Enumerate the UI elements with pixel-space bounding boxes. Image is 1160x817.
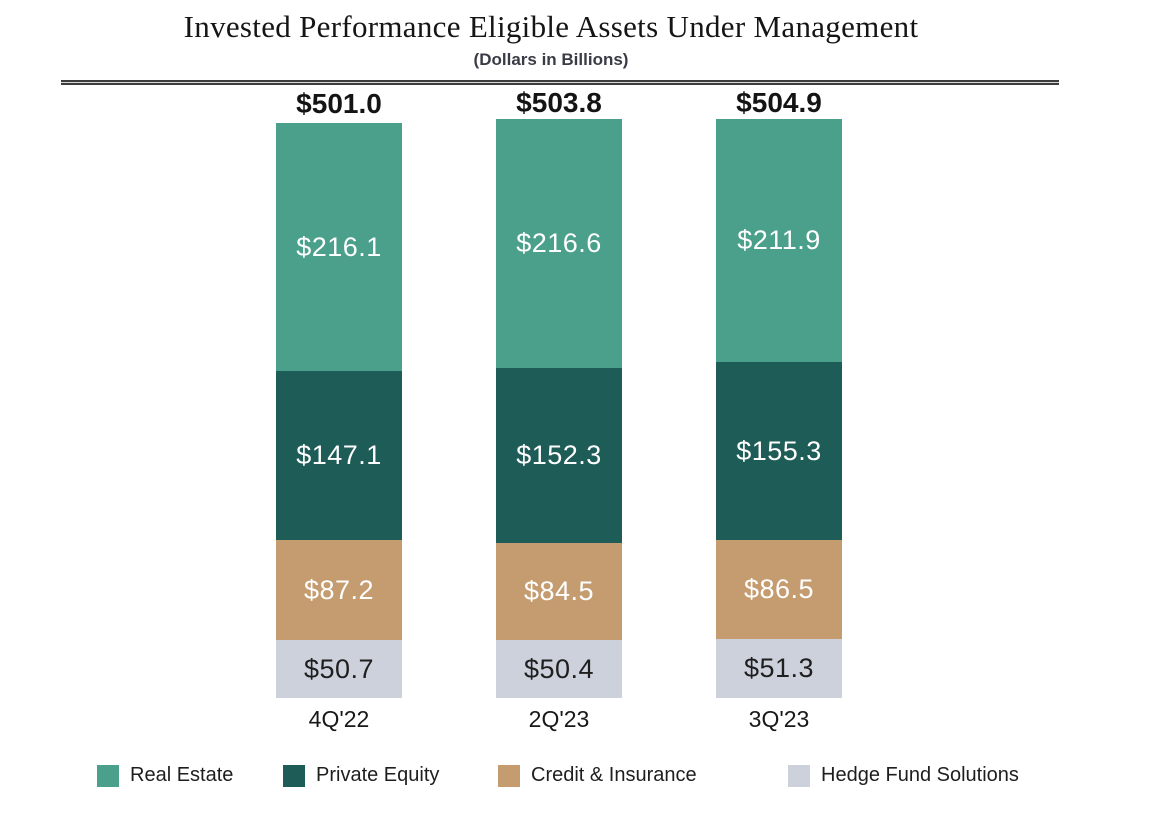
legend-label: Hedge Fund Solutions bbox=[821, 764, 1019, 786]
segment-value-label: $50.7 bbox=[303, 653, 375, 684]
segment-value-label: $50.4 bbox=[523, 653, 595, 684]
segment-value-label: $86.5 bbox=[743, 574, 815, 604]
bar-segment-credit-insurance: $87.2 bbox=[276, 540, 402, 640]
segment-value-label: $216.6 bbox=[516, 228, 602, 258]
bar-group-4q-22: $501.0 $216.1 $147.1 $87.2 $50.7 4Q'22 bbox=[276, 86, 402, 736]
legend-item-real-estate: Real Estate bbox=[97, 764, 233, 787]
legend-swatch-private-equity bbox=[283, 764, 305, 787]
bar-group-2q-23: $503.8 $216.6 $152.3 $84.5 $50.4 2Q'23 bbox=[496, 86, 622, 736]
bar-segment-private-equity: $155.3 bbox=[716, 362, 842, 540]
bar-segment-hedge-fund-solutions: $50.4 bbox=[496, 640, 622, 698]
segment-value-label: $211.9 bbox=[737, 225, 821, 255]
x-axis-label: 3Q'23 bbox=[748, 706, 810, 732]
bar-segment-hedge-fund-solutions: $50.7 bbox=[276, 640, 402, 698]
legend-item-hedge-fund-solutions: Hedge Fund Solutions bbox=[788, 764, 1019, 787]
legend-label: Real Estate bbox=[130, 764, 234, 786]
segment-value-label: $216.1 bbox=[296, 231, 382, 262]
bar-total-label: $503.8 bbox=[516, 87, 602, 118]
x-axis-label: 2Q'23 bbox=[528, 706, 590, 732]
x-axis-label: 4Q'22 bbox=[308, 706, 370, 732]
bar-segment-real-estate: $216.1 bbox=[276, 123, 402, 371]
legend-swatch-real-estate bbox=[97, 764, 119, 787]
segment-value-label: $155.3 bbox=[736, 435, 822, 466]
bar-total-label: $504.9 bbox=[736, 87, 822, 118]
bar-stack: $216.6 $152.3 $84.5 $50.4 bbox=[496, 119, 622, 698]
chart-subtitle: (Dollars in Billions) bbox=[473, 50, 629, 69]
segment-value-label: $87.2 bbox=[303, 574, 375, 605]
bar-segment-credit-insurance: $84.5 bbox=[496, 543, 622, 640]
chart-header: Invested Performance Eligible Assets Und… bbox=[0, 8, 1102, 70]
chart-title: Invested Performance Eligible Assets Und… bbox=[183, 9, 919, 44]
header-divider bbox=[61, 80, 1059, 85]
legend-label: Credit & Insurance bbox=[531, 764, 697, 786]
segment-value-label: $51.3 bbox=[743, 653, 815, 683]
legend-item-private-equity: Private Equity bbox=[283, 764, 439, 787]
bar-segment-credit-insurance: $86.5 bbox=[716, 540, 842, 639]
segment-value-label: $147.1 bbox=[296, 440, 382, 470]
legend-swatch-credit-insurance bbox=[498, 764, 520, 787]
bar-segment-private-equity: $152.3 bbox=[496, 368, 622, 543]
bar-total-label: $501.0 bbox=[296, 88, 382, 119]
segment-value-label: $84.5 bbox=[523, 576, 595, 606]
bar-segment-real-estate: $211.9 bbox=[716, 119, 842, 362]
legend-swatch-hedge-fund-solutions bbox=[788, 764, 810, 787]
bar-segment-hedge-fund-solutions: $51.3 bbox=[716, 639, 842, 698]
legend-label: Private Equity bbox=[316, 764, 440, 786]
segment-value-label: $152.3 bbox=[516, 440, 602, 470]
bar-group-3q-23: $504.9 $211.9 $155.3 $86.5 $51.3 3Q'23 bbox=[716, 86, 842, 736]
legend-item-credit-insurance: Credit & Insurance bbox=[498, 764, 697, 787]
bar-segment-private-equity: $147.1 bbox=[276, 371, 402, 540]
legend: Real Estate Private Equity Credit & Insura… bbox=[0, 764, 1160, 804]
bar-segment-real-estate: $216.6 bbox=[496, 119, 622, 368]
chart-plot-area: $501.0 $216.1 $147.1 $87.2 $50.7 4Q'22 $503.8 $… bbox=[276, 86, 842, 736]
bar-stack: $211.9 $155.3 $86.5 $51.3 bbox=[716, 119, 842, 698]
bar-stack: $216.1 $147.1 $87.2 $50.7 bbox=[276, 123, 402, 698]
